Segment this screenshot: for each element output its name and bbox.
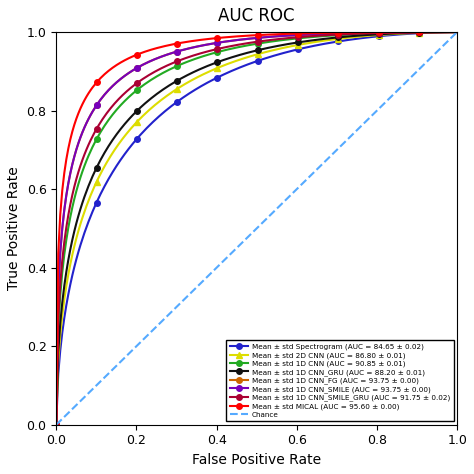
Mean ± std 1D CNN_SMILE_GRU (AUC = 91.75 ± 0.02) [128, 85, 134, 91]
Mean ± std 1D CNN_FG (AUC = 93.75 ± 0.00) [70, 162, 75, 167]
Mean ± std 1D CNN_SMILE (AUC = 93.75 ± 0.00) [160, 53, 166, 59]
Mean ± std 1D CNN_FG (AUC = 93.75 ± 0.00) [78, 135, 83, 140]
Mean ± std MICAL (AUC = 95.60 ± 0.00) [160, 44, 166, 49]
Title: AUC ROC: AUC ROC [219, 7, 295, 25]
Mean ± std 1D CNN_FG (AUC = 93.75 ± 0.00) [128, 69, 134, 74]
Line: Mean ± std MICAL (AUC = 95.60 ± 0.00): Mean ± std MICAL (AUC = 95.60 ± 0.00) [54, 29, 460, 428]
Mean ± std 2D CNN (AUC = 86.80 ± 0.01) [54, 422, 59, 428]
Mean ± std Spectrogram (AUC = 84.65 ± 0.02) [54, 422, 59, 428]
Mean ± std 1D CNN_GRU (AUC = 88.20 ± 0.01) [128, 114, 134, 120]
Mean ± std MICAL (AUC = 95.60 ± 0.00) [54, 422, 59, 428]
Mean ± std Spectrogram (AUC = 84.65 ± 0.02) [454, 29, 460, 35]
Mean ± std 1D CNN_SMILE (AUC = 93.75 ± 0.00) [128, 69, 134, 74]
Mean ± std 1D CNN_SMILE_GRU (AUC = 91.75 ± 0.02) [454, 29, 460, 35]
Mean ± std 1D CNN_SMILE (AUC = 93.75 ± 0.00) [78, 135, 83, 140]
Mean ± std 1D CNN_SMILE_GRU (AUC = 91.75 ± 0.02) [78, 163, 83, 169]
Mean ± std 1D CNN_SMILE_GRU (AUC = 91.75 ± 0.02) [70, 192, 75, 198]
Mean ± std 2D CNN (AUC = 86.80 ± 0.01) [420, 30, 426, 36]
Mean ± std 1D CNN (AUC = 90.85 ± 0.01) [78, 174, 83, 180]
Mean ± std Spectrogram (AUC = 84.65 ± 0.02) [420, 30, 426, 36]
Mean ± std 1D CNN (AUC = 90.85 ± 0.01) [454, 29, 460, 35]
Mean ± std 1D CNN_SMILE (AUC = 93.75 ± 0.00) [420, 29, 426, 35]
Line: Mean ± std 1D CNN_SMILE (AUC = 93.75 ± 0.00): Mean ± std 1D CNN_SMILE (AUC = 93.75 ± 0… [54, 29, 460, 428]
Mean ± std 2D CNN (AUC = 86.80 ± 0.01) [454, 29, 460, 35]
Mean ± std 1D CNN_SMILE (AUC = 93.75 ± 0.00) [70, 162, 75, 167]
Mean ± std 1D CNN_SMILE_GRU (AUC = 91.75 ± 0.02) [54, 422, 59, 428]
Mean ± std 2D CNN (AUC = 86.80 ± 0.01) [70, 252, 75, 257]
Mean ± std 2D CNN (AUC = 86.80 ± 0.01) [128, 126, 134, 132]
Line: Mean ± std 1D CNN_GRU (AUC = 88.20 ± 0.01): Mean ± std 1D CNN_GRU (AUC = 88.20 ± 0.0… [54, 29, 460, 428]
Mean ± std Spectrogram (AUC = 84.65 ± 0.02) [434, 29, 440, 35]
Mean ± std 1D CNN_GRU (AUC = 88.20 ± 0.01) [70, 237, 75, 243]
Y-axis label: True Positive Rate: True Positive Rate [7, 166, 21, 290]
Mean ± std 1D CNN (AUC = 90.85 ± 0.01) [420, 29, 426, 35]
Mean ± std 1D CNN (AUC = 90.85 ± 0.01) [54, 422, 59, 428]
Mean ± std 1D CNN_SMILE (AUC = 93.75 ± 0.00) [454, 29, 460, 35]
Mean ± std 1D CNN_GRU (AUC = 88.20 ± 0.01) [420, 30, 426, 36]
Mean ± std 1D CNN_SMILE_GRU (AUC = 91.75 ± 0.02) [160, 64, 166, 70]
Mean ± std 2D CNN (AUC = 86.80 ± 0.01) [78, 221, 83, 227]
Mean ± std Spectrogram (AUC = 84.65 ± 0.02) [70, 273, 75, 278]
Mean ± std 1D CNN (AUC = 90.85 ± 0.01) [70, 204, 75, 210]
Mean ± std MICAL (AUC = 95.60 ± 0.00) [420, 29, 426, 35]
Mean ± std 1D CNN_SMILE (AUC = 93.75 ± 0.00) [54, 422, 59, 428]
Mean ± std Spectrogram (AUC = 84.65 ± 0.02) [128, 143, 134, 149]
Mean ± std MICAL (AUC = 95.60 ± 0.00) [128, 55, 134, 60]
Mean ± std 1D CNN_FG (AUC = 93.75 ± 0.00) [434, 29, 440, 35]
Mean ± std 1D CNN (AUC = 90.85 ± 0.01) [160, 70, 166, 76]
Mean ± std MICAL (AUC = 95.60 ± 0.00) [434, 29, 440, 35]
Mean ± std 1D CNN_SMILE_GRU (AUC = 91.75 ± 0.02) [420, 29, 426, 35]
Mean ± std 1D CNN_GRU (AUC = 88.20 ± 0.01) [434, 29, 440, 35]
Mean ± std MICAL (AUC = 95.60 ± 0.00) [70, 128, 75, 134]
Mean ± std 1D CNN_GRU (AUC = 88.20 ± 0.01) [78, 206, 83, 212]
Mean ± std 1D CNN_FG (AUC = 93.75 ± 0.00) [420, 29, 426, 35]
Line: Mean ± std 1D CNN_SMILE_GRU (AUC = 91.75 ± 0.02): Mean ± std 1D CNN_SMILE_GRU (AUC = 91.75… [54, 29, 460, 428]
Mean ± std 1D CNN_GRU (AUC = 88.20 ± 0.01) [160, 87, 166, 92]
Mean ± std 1D CNN_FG (AUC = 93.75 ± 0.00) [454, 29, 460, 35]
Mean ± std 1D CNN_SMILE_GRU (AUC = 91.75 ± 0.02) [434, 29, 440, 35]
Mean ± std MICAL (AUC = 95.60 ± 0.00) [454, 29, 460, 35]
Mean ± std 1D CNN_SMILE (AUC = 93.75 ± 0.00) [434, 29, 440, 35]
Mean ± std 1D CNN_GRU (AUC = 88.20 ± 0.01) [54, 422, 59, 428]
Mean ± std Spectrogram (AUC = 84.65 ± 0.02) [160, 110, 166, 116]
Mean ± std 1D CNN_GRU (AUC = 88.20 ± 0.01) [454, 29, 460, 35]
X-axis label: False Positive Rate: False Positive Rate [192, 453, 321, 467]
Line: Mean ± std 1D CNN_FG (AUC = 93.75 ± 0.00): Mean ± std 1D CNN_FG (AUC = 93.75 ± 0.00… [54, 29, 460, 428]
Legend: Mean ± std Spectrogram (AUC = 84.65 ± 0.02), Mean ± std 2D CNN (AUC = 86.80 ± 0.: Mean ± std Spectrogram (AUC = 84.65 ± 0.… [227, 340, 454, 421]
Mean ± std 1D CNN (AUC = 90.85 ± 0.01) [128, 92, 134, 98]
Mean ± std Spectrogram (AUC = 84.65 ± 0.02) [78, 242, 83, 248]
Line: Mean ± std 1D CNN (AUC = 90.85 ± 0.01): Mean ± std 1D CNN (AUC = 90.85 ± 0.01) [54, 29, 460, 428]
Line: Mean ± std Spectrogram (AUC = 84.65 ± 0.02): Mean ± std Spectrogram (AUC = 84.65 ± 0.… [54, 29, 460, 428]
Mean ± std MICAL (AUC = 95.60 ± 0.00) [78, 106, 83, 111]
Mean ± std 2D CNN (AUC = 86.80 ± 0.01) [434, 29, 440, 35]
Mean ± std 1D CNN_FG (AUC = 93.75 ± 0.00) [54, 422, 59, 428]
Mean ± std 1D CNN (AUC = 90.85 ± 0.01) [434, 29, 440, 35]
Line: Mean ± std 2D CNN (AUC = 86.80 ± 0.01): Mean ± std 2D CNN (AUC = 86.80 ± 0.01) [54, 29, 460, 428]
Mean ± std 1D CNN_FG (AUC = 93.75 ± 0.00) [160, 53, 166, 59]
Mean ± std 2D CNN (AUC = 86.80 ± 0.01) [160, 96, 166, 101]
